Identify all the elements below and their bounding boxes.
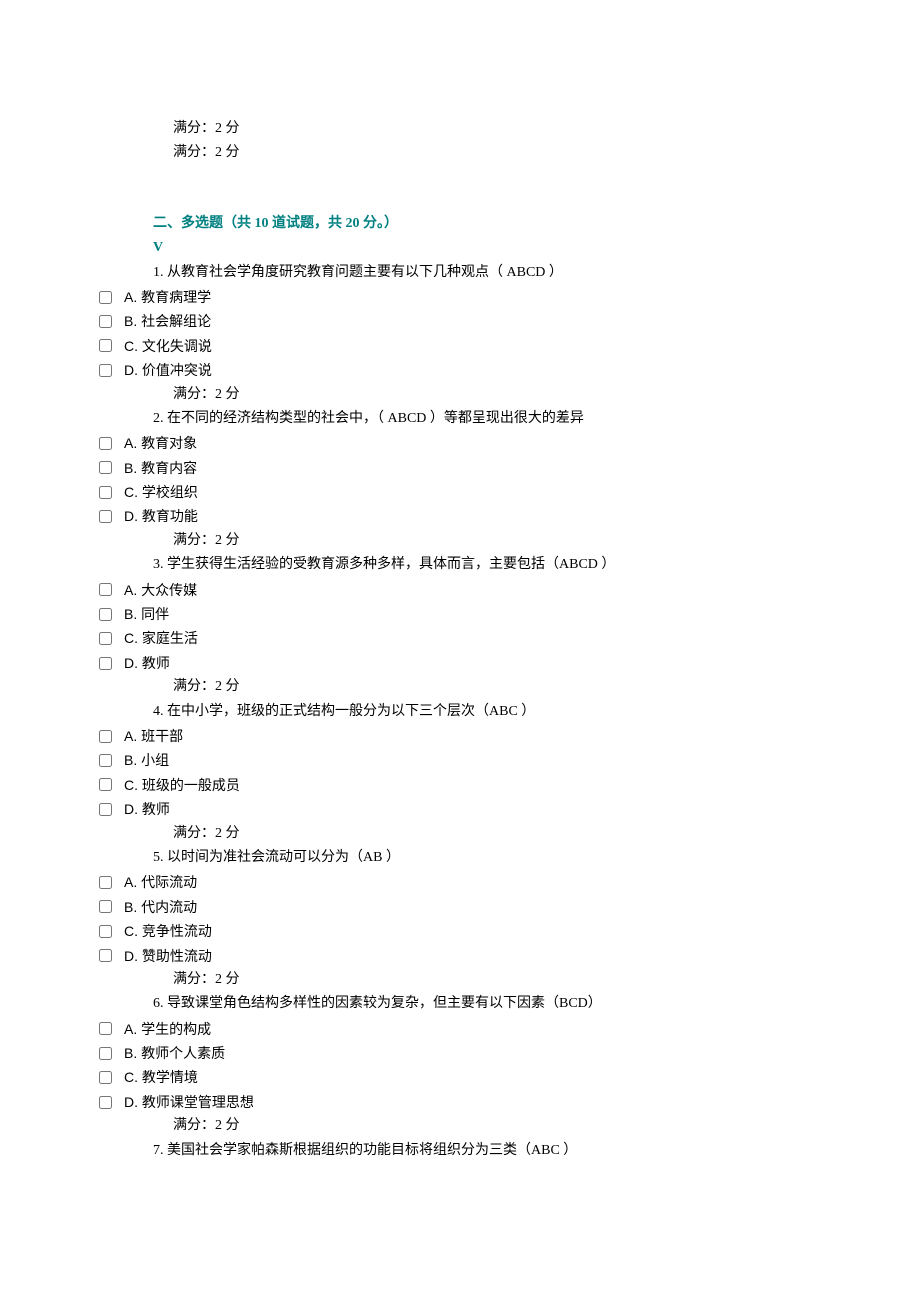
option-checkbox[interactable] [99, 510, 112, 523]
option-text: D. 教师 [124, 652, 170, 674]
option-checkbox[interactable] [99, 657, 112, 670]
option-row: D. 教师课堂管理思想 [95, 1091, 825, 1113]
option-row: A. 教育病理学 [95, 286, 825, 308]
option-text: B. 同伴 [124, 603, 169, 625]
option-checkbox[interactable] [99, 608, 112, 621]
section-title: 二、多选题（共 10 道试题，共 20 分。） [95, 213, 825, 235]
option-text: A. 教育对象 [124, 432, 197, 454]
option-row: B. 教师个人素质 [95, 1042, 825, 1064]
option-row: A. 大众传媒 [95, 579, 825, 601]
option-row: D. 教育功能 [95, 505, 825, 527]
option-row: A. 教育对象 [95, 432, 825, 454]
option-text: B. 教师个人素质 [124, 1042, 225, 1064]
option-row: B. 小组 [95, 749, 825, 771]
option-text: B. 教育内容 [124, 457, 197, 479]
section-v-mark: V [95, 237, 825, 259]
question-score: 满分：2 分 [95, 969, 825, 991]
question-score: 满分：2 分 [95, 676, 825, 698]
option-checkbox[interactable] [99, 754, 112, 767]
option-row: A. 代际流动 [95, 871, 825, 893]
option-text: C. 教学情境 [124, 1066, 198, 1088]
option-checkbox[interactable] [99, 949, 112, 962]
option-row: C. 学校组织 [95, 481, 825, 503]
option-row: C. 班级的一般成员 [95, 774, 825, 796]
option-checkbox[interactable] [99, 1071, 112, 1084]
question-score: 满分：2 分 [95, 823, 825, 845]
option-text: D. 赞助性流动 [124, 945, 212, 967]
option-text: A. 班干部 [124, 725, 183, 747]
option-checkbox[interactable] [99, 291, 112, 304]
question-text: 7. 美国社会学家帕森斯根据组织的功能目标将组织分为三类（ABC ） [95, 1140, 825, 1162]
option-row: D. 价值冲突说 [95, 359, 825, 381]
option-row: B. 同伴 [95, 603, 825, 625]
option-checkbox[interactable] [99, 900, 112, 913]
option-checkbox[interactable] [99, 364, 112, 377]
top-score-2: 满分：2 分 [95, 142, 825, 164]
option-checkbox[interactable] [99, 876, 112, 889]
option-row: B. 教育内容 [95, 457, 825, 479]
option-text: A. 学生的构成 [124, 1018, 211, 1040]
option-row: C. 家庭生活 [95, 627, 825, 649]
option-text: D. 教育功能 [124, 505, 198, 527]
option-text: C. 文化失调说 [124, 335, 212, 357]
option-checkbox[interactable] [99, 1022, 112, 1035]
question-text: 4. 在中小学，班级的正式结构一般分为以下三个层次（ABC ） [95, 701, 825, 723]
option-checkbox[interactable] [99, 1047, 112, 1060]
option-text: D. 价值冲突说 [124, 359, 212, 381]
question-score: 满分：2 分 [95, 384, 825, 406]
option-text: C. 家庭生活 [124, 627, 198, 649]
option-row: A. 班干部 [95, 725, 825, 747]
question-score: 满分：2 分 [95, 1115, 825, 1137]
option-row: D. 教师 [95, 652, 825, 674]
question-score: 满分：2 分 [95, 530, 825, 552]
option-checkbox[interactable] [99, 730, 112, 743]
question-text: 3. 学生获得生活经验的受教育源多种多样，具体而言，主要包括（ABCD ） [95, 554, 825, 576]
option-checkbox[interactable] [99, 461, 112, 474]
option-checkbox[interactable] [99, 778, 112, 791]
option-text: A. 大众传媒 [124, 579, 197, 601]
option-text: A. 教育病理学 [124, 286, 211, 308]
option-row: C. 文化失调说 [95, 335, 825, 357]
option-text: D. 教师课堂管理思想 [124, 1091, 254, 1113]
option-text: B. 代内流动 [124, 896, 197, 918]
option-row: C. 教学情境 [95, 1066, 825, 1088]
option-row: D. 教师 [95, 798, 825, 820]
option-text: A. 代际流动 [124, 871, 197, 893]
option-row: B. 代内流动 [95, 896, 825, 918]
option-checkbox[interactable] [99, 803, 112, 816]
option-checkbox[interactable] [99, 315, 112, 328]
option-checkbox[interactable] [99, 632, 112, 645]
option-text: B. 社会解组论 [124, 310, 211, 332]
option-text: C. 班级的一般成员 [124, 774, 240, 796]
option-text: B. 小组 [124, 749, 169, 771]
option-row: A. 学生的构成 [95, 1018, 825, 1040]
option-row: C. 竞争性流动 [95, 920, 825, 942]
question-text: 1. 从教育社会学角度研究教育问题主要有以下几种观点（ ABCD ） [95, 262, 825, 284]
option-checkbox[interactable] [99, 925, 112, 938]
option-text: D. 教师 [124, 798, 170, 820]
option-checkbox[interactable] [99, 339, 112, 352]
option-row: B. 社会解组论 [95, 310, 825, 332]
question-text: 5. 以时间为准社会流动可以分为（AB ） [95, 847, 825, 869]
top-score-1: 满分：2 分 [95, 118, 825, 140]
question-text: 2. 在不同的经济结构类型的社会中，（ ABCD ）等都呈现出很大的差异 [95, 408, 825, 430]
option-checkbox[interactable] [99, 437, 112, 450]
question-text: 6. 导致课堂角色结构多样性的因素较为复杂，但主要有以下因素（BCD） [95, 993, 825, 1015]
option-checkbox[interactable] [99, 583, 112, 596]
option-text: C. 学校组织 [124, 481, 198, 503]
option-text: C. 竞争性流动 [124, 920, 212, 942]
option-checkbox[interactable] [99, 486, 112, 499]
option-row: D. 赞助性流动 [95, 945, 825, 967]
option-checkbox[interactable] [99, 1096, 112, 1109]
